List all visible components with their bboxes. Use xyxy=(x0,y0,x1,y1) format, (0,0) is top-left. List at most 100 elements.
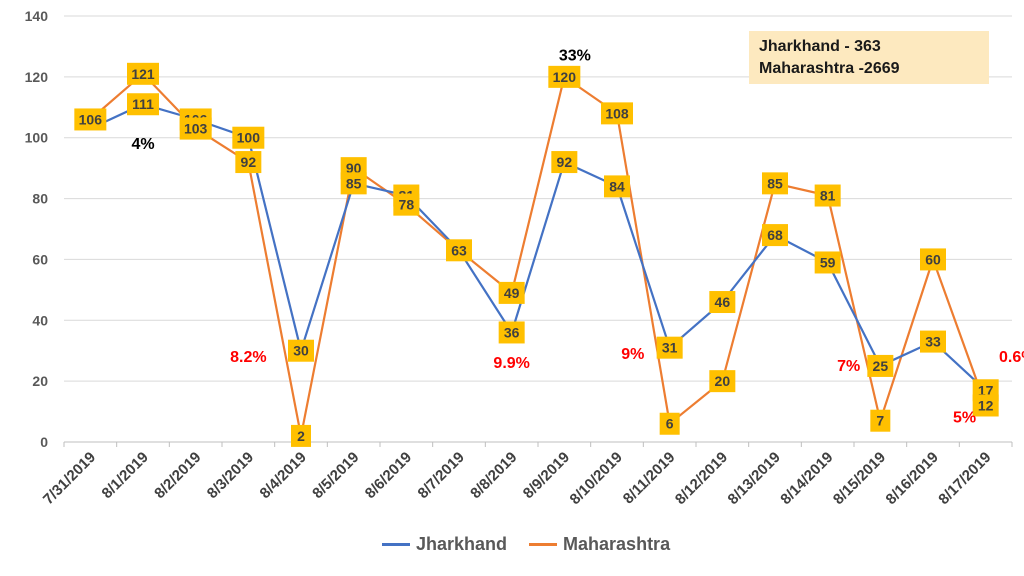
data-label: 59 xyxy=(814,251,841,274)
data-label-box xyxy=(127,62,159,85)
data-label-box xyxy=(659,412,680,435)
x-tick-label: 8/12/2019 xyxy=(672,449,731,508)
data-label-box xyxy=(551,151,578,174)
x-tick-label: 8/4/2019 xyxy=(257,449,310,502)
data-label: 60 xyxy=(920,248,946,271)
legend-swatch-jharkhand xyxy=(382,542,410,546)
data-label: 25 xyxy=(867,354,894,377)
data-label-text: 121 xyxy=(131,66,155,82)
x-tick-label: 8/1/2019 xyxy=(99,449,152,502)
data-label-text: 92 xyxy=(241,154,257,170)
x-tick-label: 7/31/2019 xyxy=(40,449,99,508)
percentage-annotation: 5% xyxy=(953,410,976,427)
data-label: 31 xyxy=(656,336,683,359)
data-label: 85 xyxy=(762,172,788,195)
data-label: 20 xyxy=(709,370,736,393)
data-label: 46 xyxy=(709,291,736,314)
data-label-text: 108 xyxy=(605,105,629,121)
x-tick-label: 8/8/2019 xyxy=(467,449,520,502)
data-label-text: 92 xyxy=(557,154,573,170)
x-tick-label: 8/2/2019 xyxy=(151,449,204,502)
percentage-annotation: 8.2% xyxy=(230,349,266,366)
percentage-annotation: 9.9% xyxy=(493,355,529,372)
x-tick-label: 8/10/2019 xyxy=(567,449,626,508)
data-label-box xyxy=(291,424,311,447)
data-label: 100 xyxy=(232,126,265,149)
percentage-annotation: 0.6% xyxy=(999,349,1024,366)
data-label: 106 xyxy=(74,108,107,131)
data-label: 7 xyxy=(870,409,891,432)
legend-item-jharkhand: Jharkhand xyxy=(382,534,507,555)
data-label-box xyxy=(288,339,314,362)
y-tick-label: 80 xyxy=(32,191,48,207)
x-tick-label: 8/3/2019 xyxy=(204,449,257,502)
data-label-text: 103 xyxy=(184,121,208,137)
totals-jharkhand: Jharkhand - 363 xyxy=(759,38,881,55)
y-tick-label: 100 xyxy=(25,130,49,146)
y-tick-label: 20 xyxy=(32,373,48,389)
data-label: 92 xyxy=(551,151,578,174)
data-labels: 1061111211061031009230290858178634936120… xyxy=(74,62,999,447)
percentage-annotation: 4% xyxy=(131,136,154,153)
data-label-box xyxy=(604,175,630,198)
data-label-text: 85 xyxy=(346,175,362,191)
data-label-box xyxy=(867,354,894,377)
data-label-box xyxy=(498,321,525,344)
data-label-text: 59 xyxy=(820,254,836,270)
percentage-annotation: 9% xyxy=(621,346,644,363)
data-label-box xyxy=(446,239,472,262)
data-label-text: 63 xyxy=(451,242,467,258)
data-label-text: 2 xyxy=(297,428,305,444)
data-label: 120 xyxy=(548,65,581,88)
data-label: 68 xyxy=(762,224,788,247)
data-label-box xyxy=(814,184,841,207)
y-tick-label: 40 xyxy=(32,312,48,328)
data-label-text: 81 xyxy=(820,188,836,204)
data-label-text: 46 xyxy=(715,294,731,310)
x-tick-label: 8/11/2019 xyxy=(620,449,679,508)
data-label-text: 49 xyxy=(504,285,520,301)
data-label-box xyxy=(762,224,788,247)
legend-label-jharkhand: Jharkhand xyxy=(416,533,508,554)
data-label-box xyxy=(74,108,107,131)
data-label-text: 111 xyxy=(132,96,154,112)
data-label-box xyxy=(232,126,265,149)
data-label: 49 xyxy=(498,281,525,304)
data-label-box xyxy=(762,172,788,195)
data-label: 6 xyxy=(659,412,680,435)
data-label: 121 xyxy=(127,62,159,85)
x-tick-label: 8/14/2019 xyxy=(777,449,836,508)
data-label-box xyxy=(498,281,525,304)
data-label: 36 xyxy=(498,321,525,344)
data-label: 78 xyxy=(393,193,420,216)
data-label-text: 106 xyxy=(79,111,103,127)
data-label-box xyxy=(179,117,212,140)
data-label-text: 120 xyxy=(553,69,577,85)
data-label-text: 60 xyxy=(925,251,941,267)
data-label-box xyxy=(814,251,841,274)
data-label-text: 20 xyxy=(715,373,731,389)
data-label: 108 xyxy=(601,102,633,125)
data-label-text: 12 xyxy=(978,397,994,413)
x-axis: 7/31/2019 8/1/2019 8/2/2019 8/3/2019 8/4/201… xyxy=(40,441,1013,508)
data-label: 30 xyxy=(288,339,314,362)
y-tick-label: 0 xyxy=(40,434,48,450)
data-label-box xyxy=(709,370,736,393)
data-label-text: 6 xyxy=(666,416,674,432)
y-tick-label: 60 xyxy=(32,251,48,267)
data-label-text: 17 xyxy=(978,382,994,398)
y-axis: 0 20 40 60 80 100 120 140 xyxy=(25,8,49,450)
data-label-text: 90 xyxy=(346,160,362,176)
percentage-annotation: 7% xyxy=(837,358,860,375)
totals-maharashtra: Maharashtra -2669 xyxy=(759,60,900,77)
data-label-text: 31 xyxy=(662,340,678,356)
data-label-text: 36 xyxy=(504,324,520,340)
data-label: 111 xyxy=(127,93,159,116)
data-label: 84 xyxy=(604,175,630,198)
annotations: 4% 8.2% 33% 9.9% 9% 7% 5% 0.6% xyxy=(131,48,1024,427)
data-label-box xyxy=(709,291,736,314)
data-label-text: 25 xyxy=(873,358,889,374)
data-label-box xyxy=(601,102,633,125)
data-label: 2 xyxy=(291,424,311,447)
